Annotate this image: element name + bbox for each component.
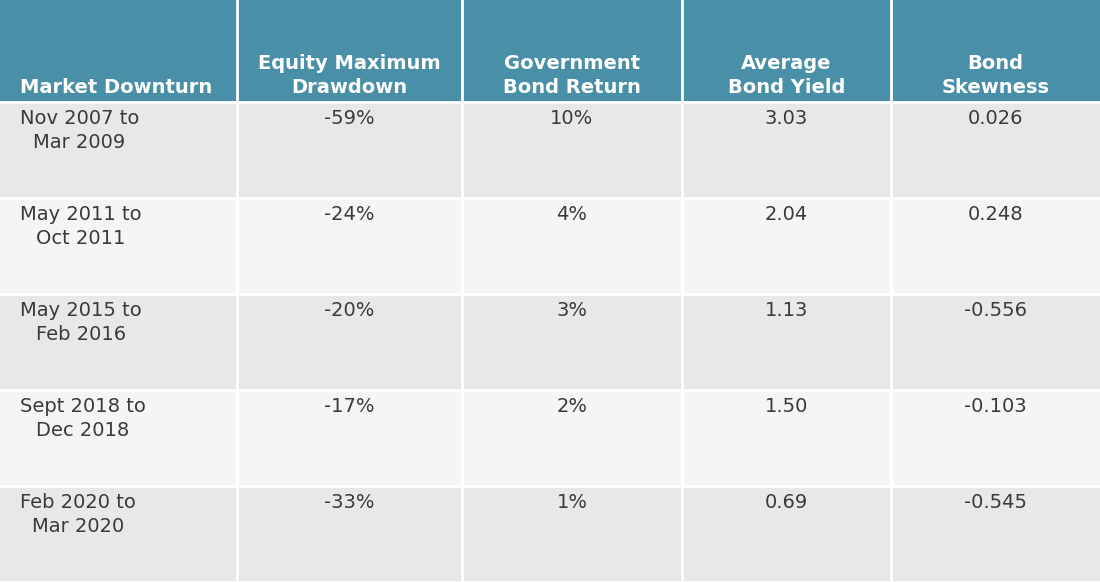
Bar [236,102,462,198]
Text: Government
Bond Return: Government Bond Return [503,54,641,97]
Bar [462,294,682,390]
Bar [0,486,236,582]
Bar [236,486,462,582]
Text: 1.13: 1.13 [764,301,808,320]
Text: 3.03: 3.03 [764,109,808,128]
Text: Nov 2007 to
Mar 2009: Nov 2007 to Mar 2009 [20,109,140,152]
Bar [891,102,1100,198]
Text: Feb 2020 to
Mar 2020: Feb 2020 to Mar 2020 [20,493,135,536]
Bar [682,390,891,486]
Bar [236,390,462,486]
Bar [462,102,682,198]
Bar [0,0,236,102]
Text: 10%: 10% [550,109,594,128]
Text: 1%: 1% [557,493,587,512]
Bar [236,294,462,390]
Bar [891,294,1100,390]
Text: 1.50: 1.50 [764,397,808,416]
Bar [462,198,682,294]
Bar [891,390,1100,486]
Bar [0,294,236,390]
Text: -20%: -20% [324,301,374,320]
Bar [462,0,682,102]
Text: 2%: 2% [557,397,587,416]
Text: -24%: -24% [324,205,374,224]
Text: May 2011 to
Oct 2011: May 2011 to Oct 2011 [20,205,142,248]
Bar [891,0,1100,102]
Text: -0.545: -0.545 [964,493,1027,512]
Text: 0.026: 0.026 [968,109,1023,128]
Text: 2.04: 2.04 [764,205,808,224]
Bar [236,0,462,102]
Text: Market Downturn: Market Downturn [20,78,212,97]
Bar [891,486,1100,582]
Text: -17%: -17% [324,397,374,416]
Bar [682,486,891,582]
Text: 3%: 3% [557,301,587,320]
Bar [462,390,682,486]
Text: Bond
Skewness: Bond Skewness [942,54,1049,97]
Text: -33%: -33% [324,493,374,512]
Text: Equity Maximum
Drawdown: Equity Maximum Drawdown [257,54,441,97]
Bar [682,294,891,390]
Text: 0.248: 0.248 [968,205,1023,224]
Text: 0.69: 0.69 [764,493,808,512]
Bar [891,198,1100,294]
Bar [682,102,891,198]
Text: Sept 2018 to
Dec 2018: Sept 2018 to Dec 2018 [20,397,145,440]
Text: Average
Bond Yield: Average Bond Yield [728,54,845,97]
Bar [0,198,236,294]
Text: May 2015 to
Feb 2016: May 2015 to Feb 2016 [20,301,142,344]
Bar [462,486,682,582]
Bar [682,198,891,294]
Bar [682,0,891,102]
Text: -0.103: -0.103 [965,397,1026,416]
Bar [236,198,462,294]
Bar [0,390,236,486]
Text: 4%: 4% [557,205,587,224]
Bar [0,102,236,198]
Text: -0.556: -0.556 [964,301,1027,320]
Text: -59%: -59% [323,109,375,128]
